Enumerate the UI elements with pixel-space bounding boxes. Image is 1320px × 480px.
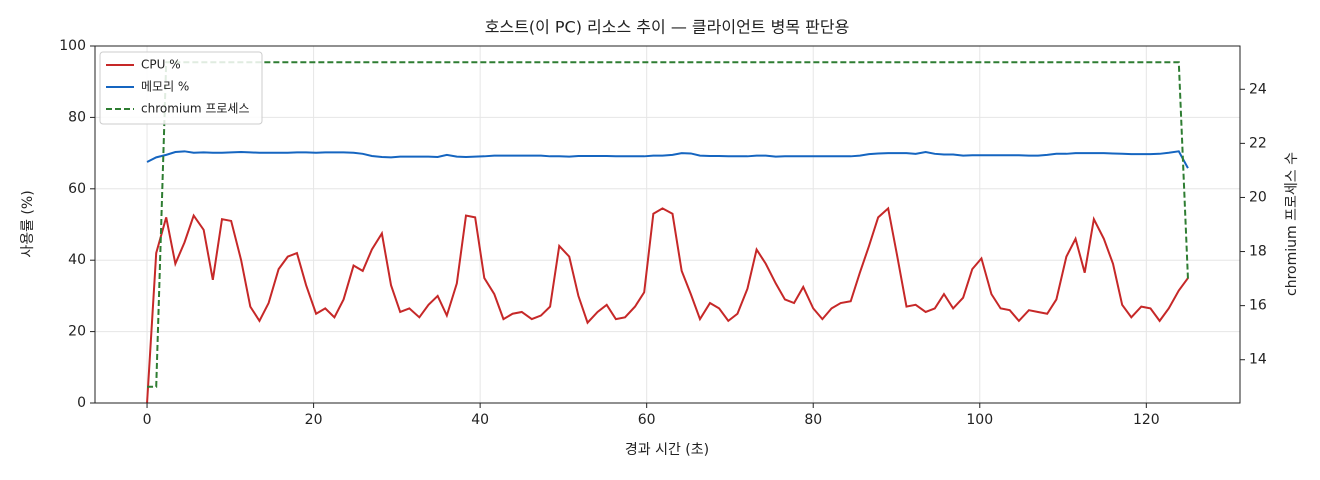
x-tick-label: 40	[471, 412, 489, 428]
y-tick-label: 100	[59, 38, 86, 54]
x-tick-label: 20	[305, 412, 323, 428]
y-tick-label: 80	[68, 109, 86, 125]
legend-label: CPU %	[141, 58, 181, 72]
x-tick-label: 60	[638, 412, 656, 428]
x-tick-label: 0	[143, 412, 152, 428]
x-tick-label: 100	[966, 412, 993, 428]
y2-tick-label: 16	[1249, 298, 1267, 314]
legend-label: chromium 프로세스	[141, 102, 250, 116]
series-line	[146, 150, 1189, 169]
legend-label: 메모리 %	[141, 80, 189, 94]
series-line	[146, 206, 1189, 404]
y-tick-label: 60	[68, 181, 86, 197]
x-axis-label: 경과 시간 (초)	[625, 442, 709, 458]
y-tick-label: 40	[68, 252, 86, 268]
legend-box	[99, 51, 263, 125]
x-tick-label: 120	[1133, 412, 1160, 428]
legend: CPU % 메모리 % chromium 프로세스	[99, 51, 263, 125]
y-tick-label: 0	[77, 395, 86, 411]
series-line	[147, 61, 1189, 388]
chart-title: 호스트(이 PC) 리소스 추이 — 클라이언트 병목 판단용	[485, 18, 850, 37]
y2-tick-label: 18	[1249, 244, 1267, 260]
y-axis-label: 사용률 (%)	[20, 190, 36, 257]
y2-tick-label: 20	[1249, 189, 1267, 205]
plot-frame	[94, 45, 1241, 404]
x-tick-label: 80	[804, 412, 822, 428]
y-tick-label: 20	[68, 324, 86, 340]
y2-tick-label: 22	[1249, 135, 1267, 151]
y2-axis-label: chromium 프로세스 수	[1284, 152, 1300, 296]
y2-tick-label: 14	[1249, 352, 1267, 368]
y2-tick-label: 24	[1249, 81, 1267, 97]
